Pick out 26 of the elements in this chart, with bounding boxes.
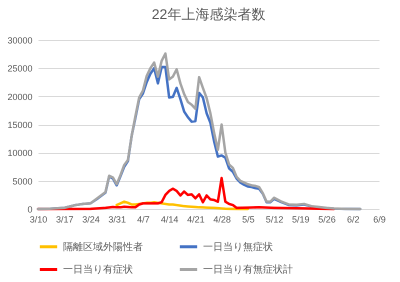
x-tick-label: 4/7 — [137, 214, 150, 224]
x-tick-label: 6/2 — [347, 214, 360, 224]
x-tick-label: 4/14 — [160, 214, 178, 224]
x-tick-label: 5/5 — [242, 214, 255, 224]
x-tick-label: 4/28 — [213, 214, 231, 224]
y-tick-label: 0 — [27, 204, 32, 214]
x-tick-label: 6/9 — [373, 214, 386, 224]
x-tick-label: 3/17 — [56, 214, 74, 224]
x-tick-label: 3/10 — [30, 214, 48, 224]
legend-label: 一日当り有無症状計 — [203, 264, 293, 276]
y-tick-label: 25000 — [7, 64, 32, 74]
x-tick-label: 3/31 — [108, 214, 126, 224]
x-tick-label: 5/26 — [318, 214, 336, 224]
y-tick-label: 20000 — [7, 92, 32, 102]
legend-label: 隔離区域外陽性者 — [63, 240, 143, 253]
x-tick-label: 4/21 — [187, 214, 205, 224]
legend-label: 一日当り有症状 — [63, 264, 133, 276]
x-tick-label: 5/12 — [266, 214, 284, 224]
y-tick-label: 10000 — [7, 148, 32, 158]
y-tick-label: 15000 — [7, 120, 32, 130]
y-tick-label: 30000 — [7, 36, 32, 46]
x-tick-label: 5/19 — [292, 214, 310, 224]
chart-title: 22年上海感染者数 — [152, 6, 266, 22]
legend-label: 一日当り無症状 — [203, 240, 273, 253]
x-tick-label: 3/24 — [82, 214, 100, 224]
y-tick-label: 5000 — [12, 176, 32, 186]
